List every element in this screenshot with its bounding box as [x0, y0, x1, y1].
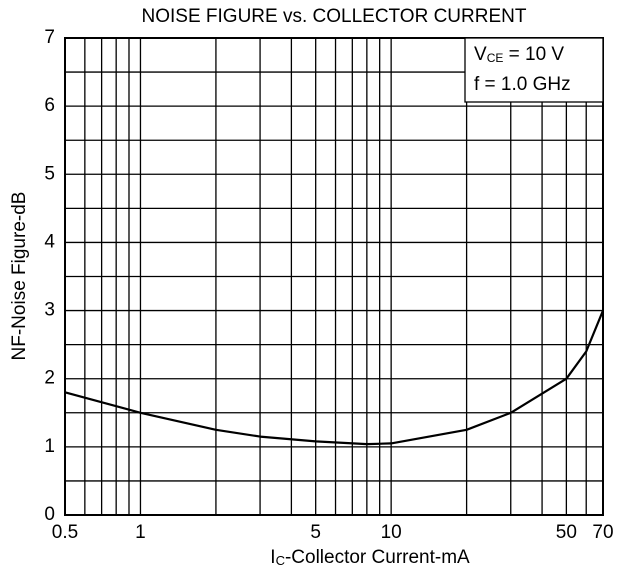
y-tick-label: 2	[44, 368, 55, 389]
y-tick-label: 0	[44, 504, 55, 525]
x-tick-label: 0.5	[52, 522, 78, 543]
x-tick-label: 5	[310, 522, 321, 543]
x-tick-label: 50	[556, 522, 577, 543]
y-tick-label: 7	[44, 27, 55, 48]
plot-frame	[64, 37, 604, 516]
annotation: VCE = 10 V	[474, 44, 564, 65]
x-tick-label: 10	[381, 522, 402, 543]
y-tick-label: 4	[44, 231, 55, 252]
x-axis-label-sub: C	[276, 553, 285, 568]
annotation-sub: CE	[487, 51, 504, 65]
annotation-main: V	[474, 44, 487, 65]
y-tick-label: 6	[44, 95, 55, 116]
x-axis-label: IC-Collector Current-mA	[270, 547, 470, 568]
annotation-rest: = 10 V	[503, 44, 564, 65]
x-axis-label-main: I	[270, 547, 275, 568]
y-tick-label: 1	[44, 436, 55, 457]
y-tick-label: 3	[44, 300, 55, 321]
annotation-main: f = 1.0 GHz	[474, 74, 571, 95]
y-axis-label: NF-Noise Figure-dB	[9, 192, 30, 361]
x-tick-label: 70	[592, 522, 613, 543]
y-tick-label: 5	[44, 163, 55, 184]
line	[64, 310, 605, 446]
x-tick-label: 1	[135, 522, 146, 543]
chart-title: NOISE FIGURE vs. COLLECTOR CURRENT	[142, 6, 527, 27]
x-axis-label-rest: -Collector Current-mA	[285, 547, 470, 568]
annotation: f = 1.0 GHz	[474, 74, 571, 95]
annotation-box	[464, 37, 604, 103]
